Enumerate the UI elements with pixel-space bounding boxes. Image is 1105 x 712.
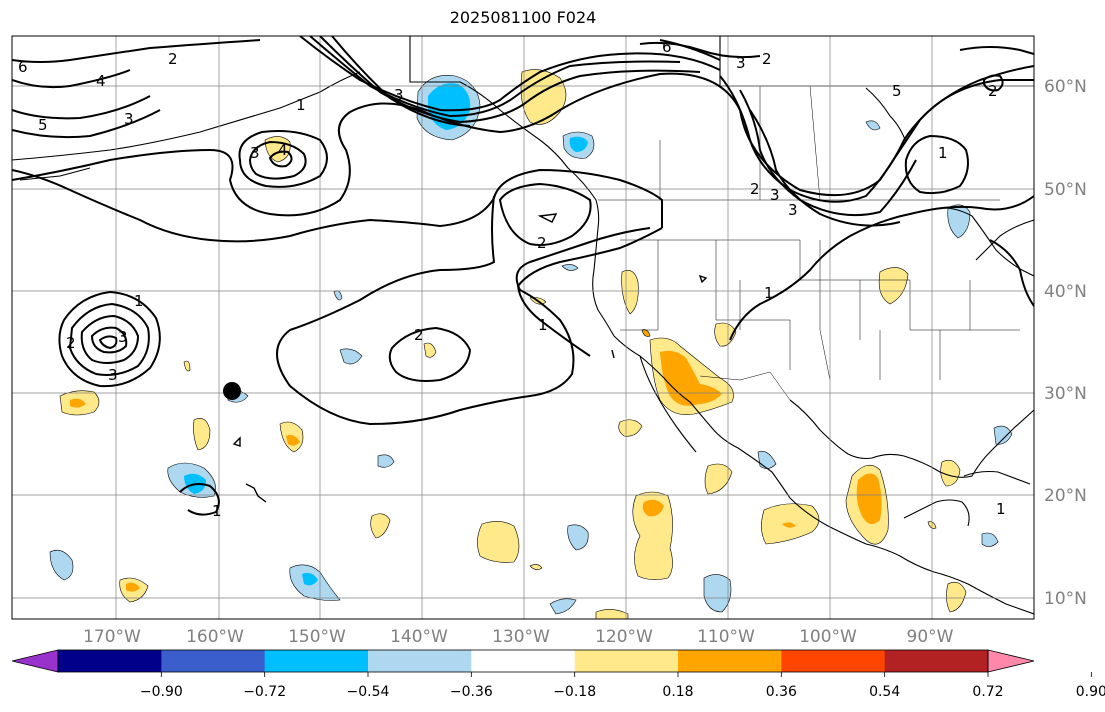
lat-label: 10°N — [1044, 589, 1087, 609]
latitude-labels: 60°N 50°N 40°N 30°N 20°N 10°N — [1044, 77, 1087, 609]
lat-label: 60°N — [1044, 77, 1087, 97]
lon-label: 130°W — [492, 627, 550, 647]
colorbar-tick-label: −0.36 — [450, 684, 493, 700]
contour-label: 2 — [168, 50, 178, 68]
contour-label: 3 — [770, 186, 780, 204]
storm-position-dot — [223, 382, 241, 400]
colorbar-tick-label: −0.90 — [140, 684, 183, 700]
lat-label: 50°N — [1044, 180, 1087, 200]
lat-label: 30°N — [1044, 384, 1087, 404]
lon-label: 150°W — [288, 627, 346, 647]
lat-label: 40°N — [1044, 282, 1087, 302]
contour-label: 4 — [278, 141, 288, 159]
lon-label: 170°W — [83, 627, 141, 647]
islands — [232, 213, 708, 503]
colorbar-tick-label: 0.90 — [1076, 684, 1105, 700]
contour-label: 1 — [212, 502, 222, 520]
colorbar-tick-label: −0.18 — [553, 684, 596, 700]
lon-label: 160°W — [186, 627, 244, 647]
contour-label: 2 — [762, 50, 772, 68]
colorbar-segment — [264, 650, 369, 672]
contour-label: 5 — [892, 82, 902, 100]
colorbar-segment — [58, 650, 162, 672]
contour-label: 3 — [250, 144, 260, 162]
colorbar-tick-label: 0.18 — [662, 684, 693, 700]
longitude-labels: 170°W 160°W 150°W 140°W 130°W 120°W 110°… — [83, 627, 954, 647]
contour-lines — [12, 36, 1034, 516]
contour-label: 2 — [66, 334, 76, 352]
contour-label: 5 — [38, 116, 48, 134]
colorbar-tick-label: 0.72 — [972, 684, 1003, 700]
contour-label: 6 — [18, 58, 28, 76]
graticule — [12, 36, 1034, 619]
contour-label: 2 — [988, 82, 998, 100]
contour-value-labels: 6 4 3 5 3 4 3 2 1 2 1 2 3 1 3 2 3 6 3 2 … — [18, 38, 1006, 520]
contour-label: 2 — [537, 234, 547, 252]
contour-label: 1 — [764, 284, 774, 302]
contour-label: 3 — [788, 201, 798, 219]
map-title: 2025081100 F024 — [449, 8, 597, 27]
contour-label: 1 — [134, 292, 144, 310]
colorbar-frame — [57, 649, 989, 673]
contour-label: 3 — [108, 366, 118, 384]
contour-label: 4 — [96, 72, 106, 90]
colorbar-tick-label: 0.54 — [869, 684, 900, 700]
colorbar-ticks: −0.90 −0.72 −0.54 −0.36 −0.18 0.18 0.36 0.54 0.7… — [140, 672, 1105, 700]
plot-frame — [11, 35, 1035, 620]
contour-label: 3 — [736, 54, 746, 72]
contour-label: 2 — [750, 180, 760, 198]
lon-label: 100°W — [799, 627, 857, 647]
colorbar-segment — [368, 650, 472, 672]
lon-label: 90°W — [907, 627, 954, 647]
lon-label: 110°W — [697, 627, 755, 647]
colorbar-segment — [884, 650, 989, 672]
anomaly-shading — [49, 69, 1013, 619]
colorbar-extend-high — [987, 649, 1035, 673]
contour-label: 3 — [394, 86, 404, 104]
colorbar-tick-label: 0.36 — [766, 684, 797, 700]
contour-label: 6 — [662, 38, 672, 56]
colorbar-segment — [781, 650, 886, 672]
contour-label: 1 — [538, 316, 548, 334]
contour-label: 3 — [118, 328, 128, 346]
contour-label: 1 — [938, 144, 948, 162]
lat-label: 20°N — [1044, 486, 1087, 506]
contour-label: 3 — [124, 110, 134, 128]
colorbar-segment — [678, 650, 782, 672]
colorbar-tick-label: −0.54 — [347, 684, 390, 700]
colorbar-segment — [161, 650, 266, 672]
lon-label: 140°W — [390, 627, 448, 647]
contour-label: 1 — [996, 500, 1006, 518]
lon-label: 120°W — [595, 627, 653, 647]
colorbar-segment — [574, 650, 679, 672]
colorbar-tick-label: −0.72 — [243, 684, 286, 700]
colorbar-extend-low — [11, 649, 59, 673]
contour-label: 1 — [296, 96, 306, 114]
contour-label: 2 — [414, 326, 424, 344]
colorbar-segment — [471, 650, 576, 672]
colorbar — [11, 649, 1035, 673]
